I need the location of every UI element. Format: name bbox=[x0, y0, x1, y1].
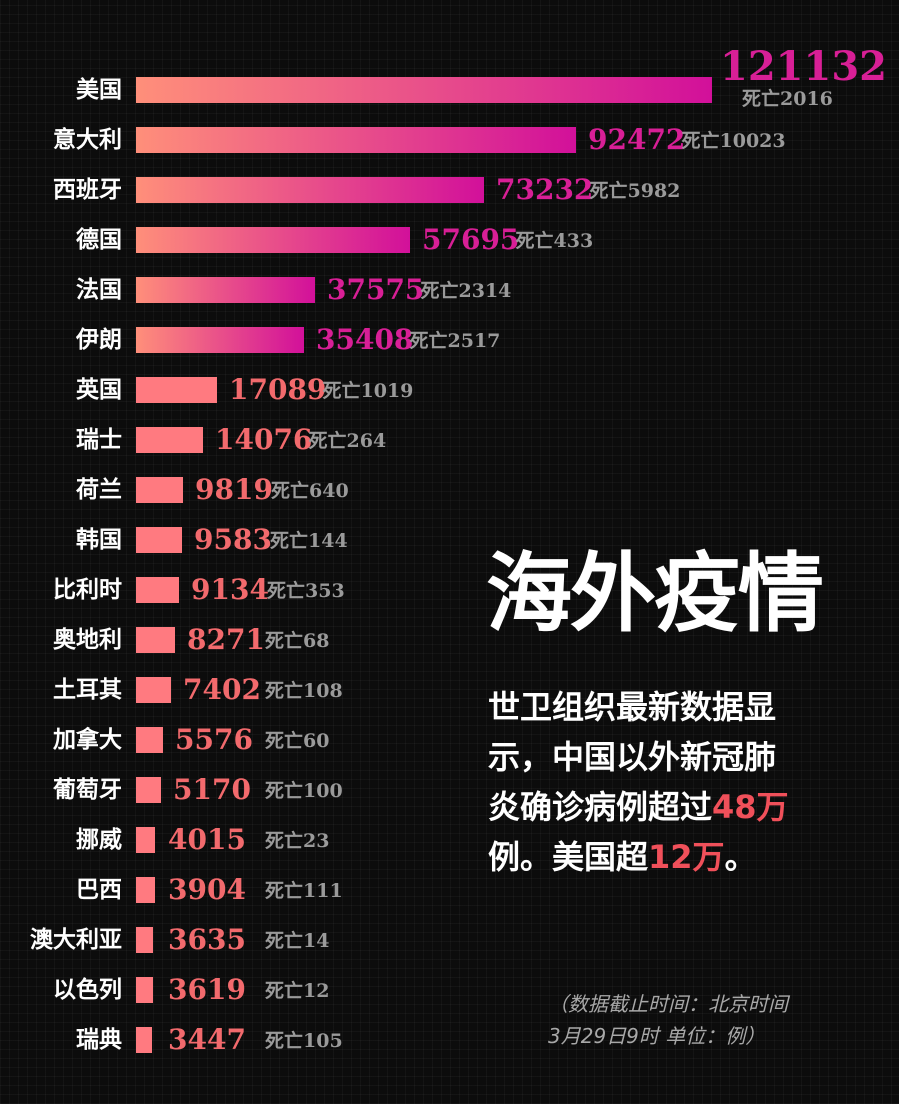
description-line-4: 例。美国超 bbox=[488, 838, 649, 876]
description-line-4-end: 。 bbox=[724, 838, 757, 876]
bar bbox=[136, 327, 304, 353]
bar bbox=[136, 577, 179, 603]
death-label: 死亡14 bbox=[265, 930, 330, 952]
category-label: 澳大利亚 bbox=[30, 926, 122, 953]
category-label: 荷兰 bbox=[76, 476, 122, 503]
value-label: 9134 bbox=[191, 573, 269, 606]
bar bbox=[136, 477, 183, 503]
value-label: 73232 bbox=[496, 173, 594, 206]
bar bbox=[136, 777, 161, 803]
value-label: 3635 bbox=[168, 923, 246, 956]
category-label: 葡萄牙 bbox=[53, 776, 122, 803]
bar bbox=[136, 877, 155, 903]
bar bbox=[136, 977, 153, 1003]
death-label: 死亡353 bbox=[267, 580, 345, 602]
bar bbox=[136, 627, 175, 653]
death-label: 死亡264 bbox=[308, 430, 387, 452]
value-label: 5170 bbox=[173, 773, 251, 806]
bar bbox=[136, 527, 182, 553]
death-label: 死亡68 bbox=[265, 630, 330, 652]
bar bbox=[136, 927, 153, 953]
category-label: 挪威 bbox=[76, 826, 122, 853]
category-label: 英国 bbox=[76, 376, 122, 403]
category-label: 法国 bbox=[76, 276, 122, 303]
death-label: 死亡23 bbox=[265, 830, 330, 852]
value-label: 3619 bbox=[168, 973, 246, 1006]
death-label: 死亡640 bbox=[271, 480, 349, 502]
bar bbox=[136, 377, 217, 403]
death-label: 死亡2016 bbox=[742, 88, 833, 110]
category-label: 美国 bbox=[76, 76, 122, 103]
death-label: 死亡60 bbox=[265, 730, 330, 752]
death-label: 死亡2517 bbox=[409, 330, 501, 352]
value-label: 9819 bbox=[195, 473, 273, 506]
bar bbox=[136, 127, 576, 153]
bar bbox=[136, 277, 315, 303]
value-label: 37575 bbox=[327, 273, 425, 306]
value-label: 3904 bbox=[168, 873, 246, 906]
category-label: 比利时 bbox=[53, 576, 122, 603]
death-label: 死亡111 bbox=[265, 880, 343, 902]
description-text: 世卫组织最新数据显 示，中国以外新冠肺 炎确诊病例超过48万 例。美国超12万。 bbox=[488, 682, 868, 882]
value-label: 4015 bbox=[168, 823, 246, 856]
note-line-2: 3月29日9时 单位：例） bbox=[548, 1024, 766, 1048]
category-label: 韩国 bbox=[76, 526, 122, 553]
category-label: 德国 bbox=[76, 226, 122, 253]
description-line-1: 世卫组织最新数据显 bbox=[488, 688, 777, 726]
death-label: 死亡1019 bbox=[322, 380, 414, 402]
description-line-3: 炎确诊病例超过 bbox=[488, 788, 713, 826]
category-label: 奥地利 bbox=[53, 626, 122, 653]
death-label: 死亡105 bbox=[265, 1030, 343, 1052]
value-label: 8271 bbox=[187, 623, 265, 656]
value-label: 35408 bbox=[316, 323, 414, 356]
chart-title: 海外疫情 bbox=[486, 543, 824, 644]
category-label: 意大利 bbox=[53, 126, 122, 153]
value-label: 92472 bbox=[588, 123, 686, 156]
value-label: 5576 bbox=[175, 723, 253, 756]
death-label: 死亡10023 bbox=[681, 130, 786, 152]
value-label: 7402 bbox=[183, 673, 261, 706]
bar bbox=[136, 227, 410, 253]
bar bbox=[136, 427, 203, 453]
bar bbox=[136, 677, 171, 703]
value-label: 9583 bbox=[194, 523, 272, 556]
category-label: 以色列 bbox=[53, 976, 122, 1003]
category-label: 加拿大 bbox=[53, 726, 122, 753]
death-label: 死亡12 bbox=[265, 980, 330, 1002]
category-label: 巴西 bbox=[76, 876, 122, 903]
value-label: 14076 bbox=[215, 423, 313, 456]
death-label: 死亡144 bbox=[270, 530, 348, 552]
bar bbox=[136, 1027, 152, 1053]
category-label: 瑞士 bbox=[76, 426, 122, 453]
death-label: 死亡433 bbox=[515, 230, 594, 252]
death-label: 死亡2314 bbox=[420, 280, 512, 302]
category-label: 西班牙 bbox=[53, 176, 122, 203]
bar bbox=[136, 177, 484, 203]
description-line-2: 示，中国以外新冠肺 bbox=[488, 738, 777, 776]
category-label: 伊朗 bbox=[76, 326, 122, 353]
highlight-total: 48万 bbox=[712, 788, 789, 826]
note-line-1: （数据截止时间：北京时间 bbox=[548, 992, 788, 1016]
bar bbox=[136, 727, 163, 753]
highlight-usa: 12万 bbox=[648, 838, 725, 876]
category-label: 土耳其 bbox=[53, 676, 122, 703]
value-label: 17089 bbox=[229, 373, 327, 406]
death-label: 死亡108 bbox=[265, 680, 343, 702]
bar bbox=[136, 77, 712, 103]
value-label: 121132 bbox=[720, 43, 887, 90]
value-label: 3447 bbox=[168, 1023, 246, 1056]
data-source-note: （数据截止时间：北京时间 3月29日9时 单位：例） bbox=[548, 988, 888, 1052]
death-label: 死亡5982 bbox=[589, 180, 681, 202]
category-label: 瑞典 bbox=[76, 1026, 122, 1053]
bar bbox=[136, 827, 155, 853]
value-label: 57695 bbox=[422, 223, 520, 256]
death-label: 死亡100 bbox=[265, 780, 343, 802]
